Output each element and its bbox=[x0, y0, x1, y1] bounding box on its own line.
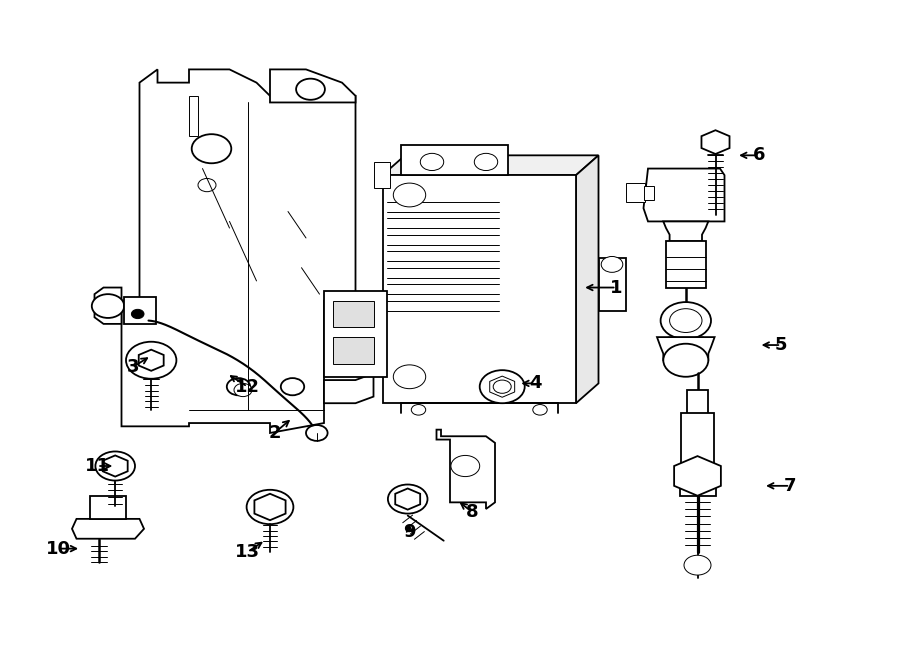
Circle shape bbox=[131, 309, 144, 319]
Polygon shape bbox=[701, 130, 730, 154]
Bar bbox=[626, 183, 645, 202]
Circle shape bbox=[661, 302, 711, 339]
Circle shape bbox=[684, 555, 711, 575]
Bar bbox=[687, 390, 708, 416]
Text: 10: 10 bbox=[46, 539, 71, 558]
Polygon shape bbox=[395, 488, 420, 510]
Polygon shape bbox=[255, 494, 285, 520]
Circle shape bbox=[451, 455, 480, 477]
Circle shape bbox=[281, 378, 304, 395]
Circle shape bbox=[420, 153, 444, 171]
Text: 7: 7 bbox=[784, 477, 796, 495]
Polygon shape bbox=[270, 69, 356, 102]
Text: 6: 6 bbox=[752, 146, 765, 165]
Bar bbox=[382, 175, 576, 403]
Text: 1: 1 bbox=[610, 278, 623, 297]
Bar bbox=[644, 186, 654, 200]
Bar bbox=[90, 496, 126, 519]
Text: 9: 9 bbox=[403, 523, 416, 541]
Bar bbox=[374, 162, 390, 188]
Circle shape bbox=[411, 405, 426, 415]
Bar bbox=[124, 297, 156, 324]
Polygon shape bbox=[668, 337, 704, 347]
Polygon shape bbox=[436, 430, 495, 509]
Circle shape bbox=[234, 383, 252, 397]
Text: 8: 8 bbox=[466, 503, 479, 522]
Circle shape bbox=[227, 378, 250, 395]
Text: 12: 12 bbox=[235, 377, 260, 396]
Circle shape bbox=[306, 425, 328, 441]
Circle shape bbox=[393, 183, 426, 207]
Text: 5: 5 bbox=[775, 336, 788, 354]
Polygon shape bbox=[72, 519, 144, 539]
Text: 13: 13 bbox=[235, 543, 260, 561]
Bar bbox=[189, 96, 198, 136]
Circle shape bbox=[474, 153, 498, 171]
Circle shape bbox=[670, 309, 702, 332]
Circle shape bbox=[480, 370, 525, 403]
Circle shape bbox=[388, 485, 427, 514]
Text: 4: 4 bbox=[529, 374, 542, 393]
Polygon shape bbox=[324, 373, 374, 403]
Text: 2: 2 bbox=[268, 424, 281, 442]
Polygon shape bbox=[644, 169, 725, 221]
Circle shape bbox=[192, 134, 231, 163]
Circle shape bbox=[198, 178, 216, 192]
Bar bbox=[324, 291, 387, 377]
Text: 3: 3 bbox=[127, 358, 140, 376]
Circle shape bbox=[126, 342, 176, 379]
Circle shape bbox=[92, 294, 124, 318]
Bar bbox=[681, 413, 714, 463]
Polygon shape bbox=[94, 288, 122, 324]
Bar bbox=[666, 241, 706, 288]
Polygon shape bbox=[139, 350, 164, 371]
Polygon shape bbox=[663, 221, 708, 241]
Polygon shape bbox=[674, 456, 721, 496]
Polygon shape bbox=[382, 155, 598, 175]
Polygon shape bbox=[122, 69, 356, 433]
Bar bbox=[400, 145, 508, 175]
Circle shape bbox=[393, 365, 426, 389]
Circle shape bbox=[663, 344, 708, 377]
Bar bbox=[333, 337, 374, 364]
Text: 11: 11 bbox=[85, 457, 110, 475]
Circle shape bbox=[601, 256, 623, 272]
Polygon shape bbox=[103, 455, 128, 477]
Polygon shape bbox=[657, 337, 715, 360]
Circle shape bbox=[533, 405, 547, 415]
Bar bbox=[598, 258, 625, 311]
Circle shape bbox=[296, 79, 325, 100]
Polygon shape bbox=[490, 376, 515, 397]
Circle shape bbox=[95, 451, 135, 481]
Bar bbox=[333, 301, 374, 327]
Circle shape bbox=[247, 490, 293, 524]
Bar bbox=[680, 476, 716, 496]
Circle shape bbox=[493, 380, 511, 393]
Polygon shape bbox=[576, 155, 598, 403]
